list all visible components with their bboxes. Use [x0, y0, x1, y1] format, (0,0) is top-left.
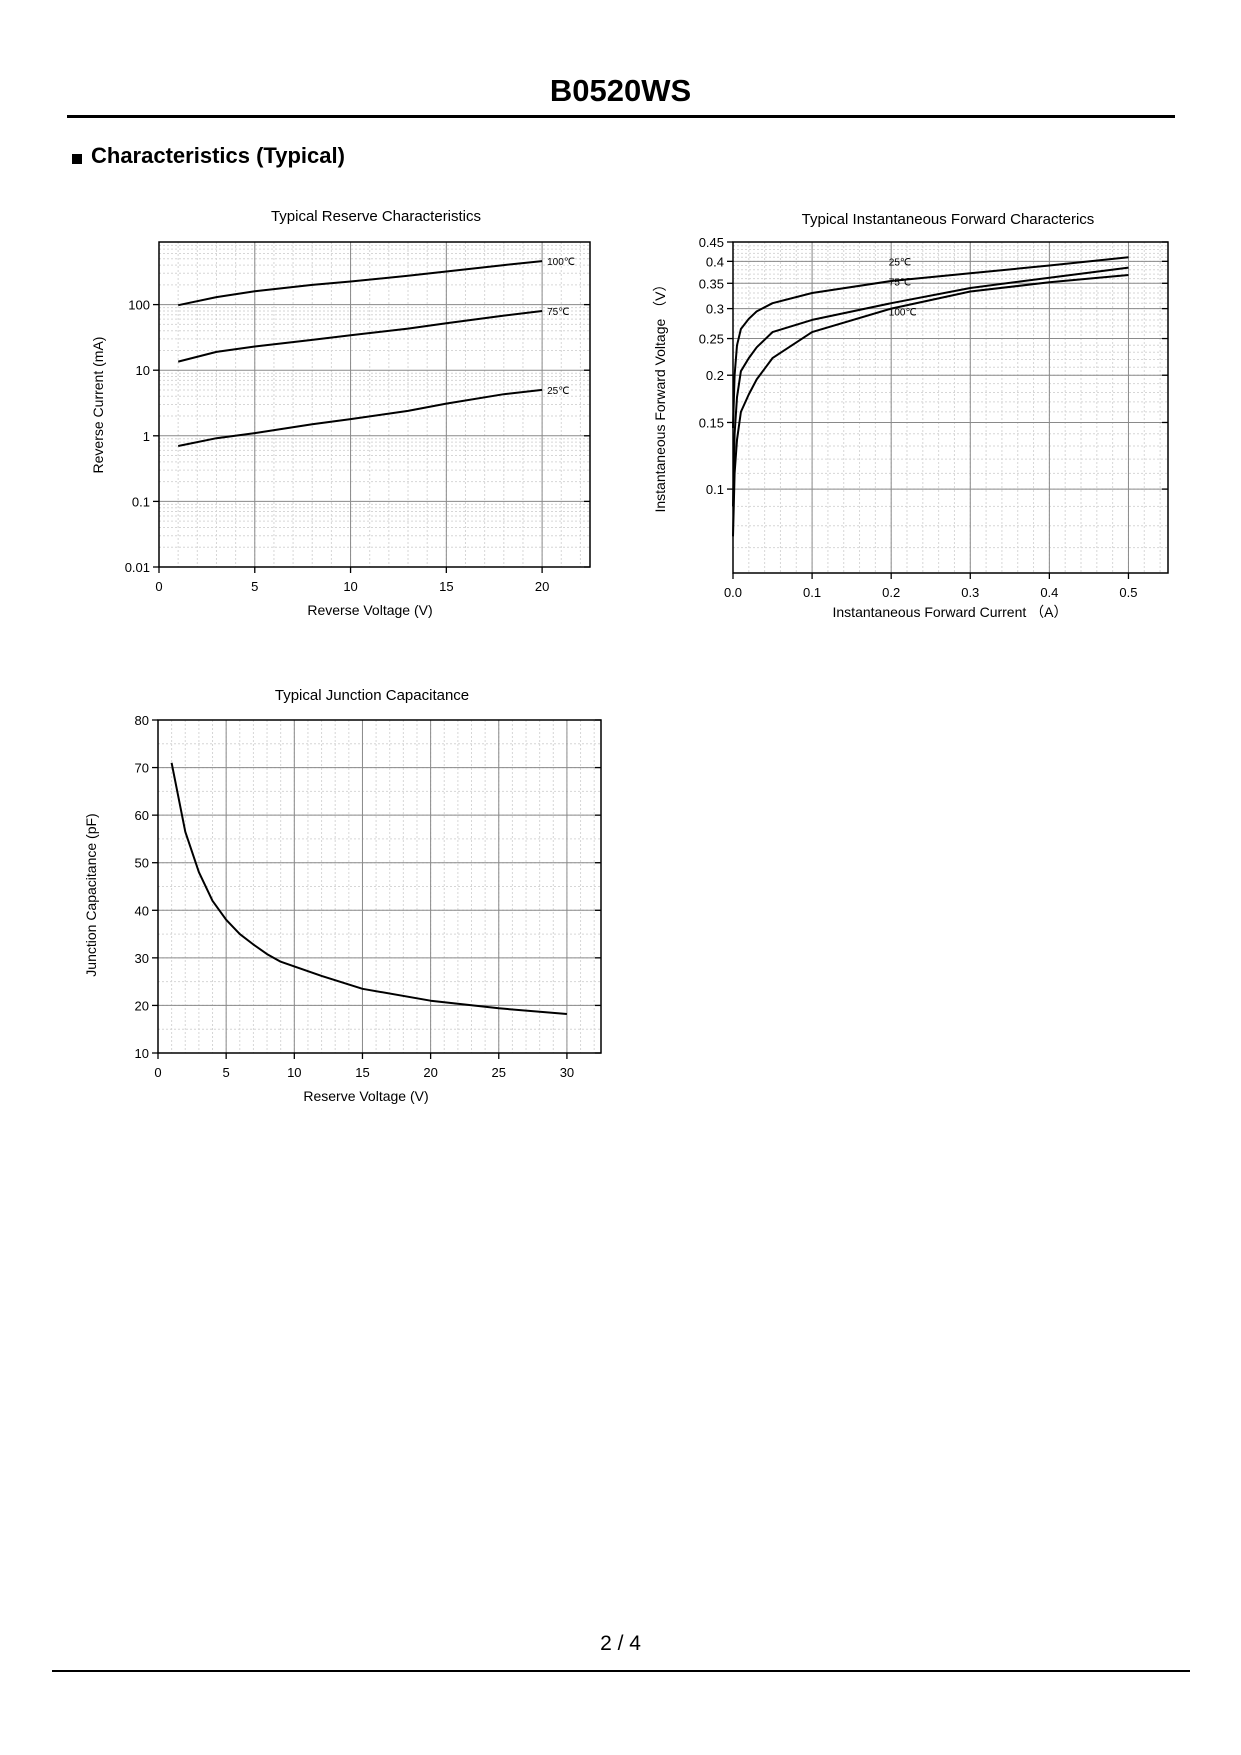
chart-title: Typical Reserve Characteristics: [271, 208, 481, 225]
y-tick-label: 0.3: [706, 302, 724, 317]
y-tick-label: 60: [135, 808, 149, 823]
x-tick-label: 0.0: [724, 585, 742, 600]
y-tick-label: 20: [135, 998, 149, 1013]
x-tick-label: 10: [287, 1065, 301, 1080]
x-tick-label: 25: [492, 1065, 506, 1080]
footer-rule: [52, 1670, 1190, 1672]
series-label: 25℃: [547, 386, 569, 397]
y-tick-label: 50: [135, 856, 149, 871]
x-tick-label: 0.3: [961, 585, 979, 600]
x-tick-label: 10: [343, 579, 357, 594]
document-title: B0520WS: [549, 73, 692, 108]
page-number: 2 / 4: [600, 1632, 641, 1655]
minor-grid: [158, 241, 590, 567]
y-tick-label: 0.35: [699, 276, 724, 291]
series-line: [177, 260, 543, 307]
plot-frame: [158, 241, 591, 568]
series-line: [178, 388, 543, 447]
x-axis-label: Reserve Voltage (V): [303, 1088, 428, 1104]
y-tick-label: 0.25: [699, 332, 724, 347]
y-tick-label: 0.4: [706, 254, 724, 269]
square-bullet-icon: [72, 154, 82, 164]
header-rule: [67, 115, 1175, 118]
x-axis-label: Reverse Voltage (V): [307, 602, 432, 618]
y-tick-label: 10: [135, 1046, 149, 1061]
y-axis-label: Junction Capacitance (pF): [83, 813, 99, 976]
x-tick-label: 30: [560, 1065, 574, 1080]
x-tick-label: 5: [251, 579, 258, 594]
x-tick-label: 15: [439, 579, 453, 594]
x-tick-label: 20: [535, 579, 549, 594]
y-tick-label: 70: [135, 761, 149, 776]
section-heading: Characteristics (Typical): [72, 143, 345, 169]
x-tick-label: 0.2: [882, 585, 900, 600]
minor-grid: [157, 719, 601, 1054]
x-tick-label: 5: [223, 1065, 230, 1080]
y-axis-label: Instantaneous Forward Voltage （V）: [652, 277, 668, 512]
x-tick-label: 20: [423, 1065, 437, 1080]
y-tick-label: 30: [135, 951, 149, 966]
x-tick-label: 0: [154, 1065, 161, 1080]
y-tick-label: 0.45: [699, 235, 724, 250]
x-tick-label: 0.1: [803, 585, 821, 600]
y-tick-label: 1: [143, 429, 150, 444]
y-tick-label: 0.2: [706, 368, 724, 383]
series-label: 75℃: [889, 278, 911, 289]
junction-capacitance-chart: 0 5 10 15 20 25 30 10 20 30 40 50 60 70 80 Typical Junc…: [83, 687, 602, 1104]
plot-frame: [157, 719, 602, 1054]
series-label: 75℃: [547, 307, 569, 318]
series-line: [732, 256, 1129, 429]
forward-characteristics-chart: 0.0 0.1 0.2 0.3 0.4 0.5 0.1 0.15 0.2 0.25 0.3 0.35 0…: [652, 211, 1169, 620]
x-axis-label: Instantaneous Forward Current （A）: [833, 604, 1068, 620]
series-label: 25℃: [889, 258, 911, 269]
y-tick-label: 100: [128, 298, 150, 313]
y-tick-label: 0.15: [699, 415, 724, 430]
minor-grid: [732, 242, 1168, 574]
reverse-characteristics-chart: 0 5 10 15 20 0.01 0.1 1 10 100 Typical Reserve Cha…: [90, 208, 591, 618]
y-tick-label: 0.01: [125, 560, 150, 575]
y-tick-label: 0.1: [706, 482, 724, 497]
x-tick-label: 15: [355, 1065, 369, 1080]
y-tick-label: 10: [136, 363, 150, 378]
series-line: [732, 266, 1129, 507]
chart-title: Typical Instantaneous Forward Characteri…: [802, 211, 1095, 228]
chart-title: Typical Junction Capacitance: [275, 687, 469, 704]
y-tick-label: 40: [135, 903, 149, 918]
x-tick-label: 0.5: [1119, 585, 1137, 600]
y-axis-label: Reverse Current (mA): [90, 337, 106, 474]
series-line: [170, 762, 567, 1015]
series-line: [177, 310, 543, 363]
series-label: 100℃: [547, 257, 575, 268]
series-label: 100℃: [889, 307, 917, 318]
x-tick-label: 0.4: [1040, 585, 1058, 600]
x-tick-label: 0: [155, 579, 162, 594]
series-line: [732, 274, 1129, 537]
y-tick-label: 80: [135, 713, 149, 728]
section-title: Characteristics (Typical): [91, 143, 345, 168]
y-tick-label: 0.1: [132, 494, 150, 509]
